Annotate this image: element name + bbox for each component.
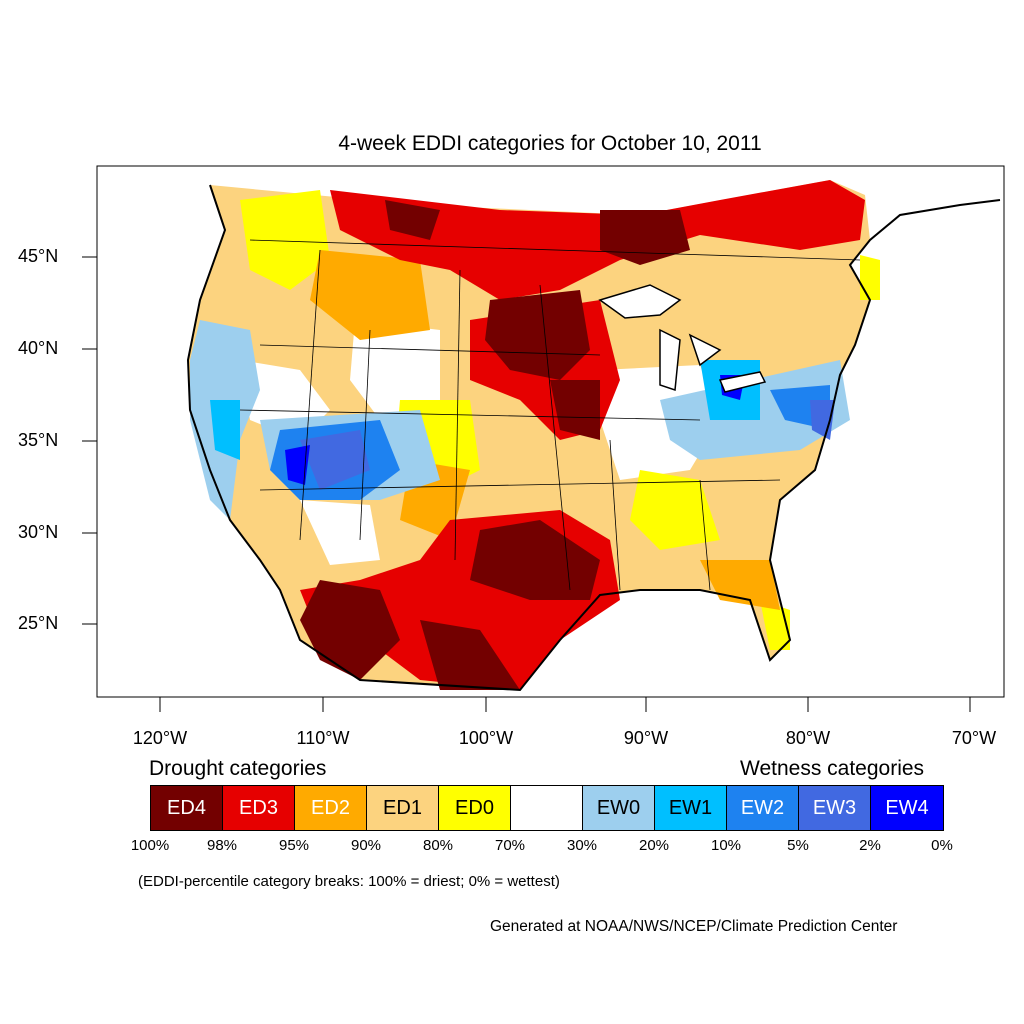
lat-label-40: 40°N (18, 338, 59, 358)
neutral-region (350, 320, 440, 420)
ed0-region (240, 190, 330, 290)
percentile-label: 10% (710, 837, 742, 854)
ed4-region (485, 290, 590, 380)
lon-label-80: 80°W (785, 728, 831, 748)
map-field (186, 180, 1001, 692)
legend-box-neutral (511, 786, 583, 830)
ed2-region (700, 560, 780, 610)
ed2-region (310, 250, 430, 340)
ed4-region (300, 580, 400, 680)
lat-label-35: 35°N (18, 430, 59, 450)
lon-label-110: 110°W (296, 728, 350, 748)
legend-box-ed2: ED2 (295, 786, 367, 830)
lon-label-120: 120°W (132, 728, 188, 748)
lat-label-25: 25°N (18, 613, 59, 633)
ed0-region (630, 470, 720, 550)
drought-heading: Drought categories (149, 757, 327, 780)
coastline (186, 184, 1001, 692)
percentile-label: 70% (494, 837, 526, 854)
percentile-label: 5% (787, 837, 809, 854)
category-note: (EDDI-percentile category breaks: 100% =… (138, 873, 560, 890)
lat-label-45: 45°N (18, 246, 59, 266)
axis-ticks (82, 256, 971, 712)
percentile-label: 100% (130, 837, 170, 854)
legend-box-ew3: EW3 (799, 786, 871, 830)
legend-box-ew1: EW1 (655, 786, 727, 830)
percentile-label: 95% (278, 837, 310, 854)
percentile-label: 98% (206, 837, 238, 854)
percentile-label: 20% (638, 837, 670, 854)
percentile-label: 90% (350, 837, 382, 854)
map-frame (96, 165, 1005, 698)
legend-box-ew0: EW0 (583, 786, 655, 830)
ew3-region (300, 430, 370, 490)
ew4-region (285, 445, 310, 485)
percentile-label: 2% (859, 837, 881, 854)
neutral-region (300, 500, 380, 565)
credit-text: Generated at NOAA/NWS/NCEP/Climate Predi… (490, 918, 898, 935)
legend-box-ed0: ED0 (439, 786, 511, 830)
legend-box-ew4: EW4 (871, 786, 943, 830)
ed4-region (420, 620, 520, 690)
legend-box-ed4: ED4 (151, 786, 223, 830)
ed4-region (470, 520, 600, 600)
legend-box-ed1: ED1 (367, 786, 439, 830)
ew3-region (810, 400, 835, 440)
percentile-label: 80% (422, 837, 454, 854)
ew1-region (210, 400, 240, 460)
legend-color-bar: ED4 ED3 ED2 ED1 ED0 EW0 EW1 EW2 EW3 EW4 (150, 785, 944, 831)
percentile-label: 0% (931, 837, 953, 854)
great-lakes (598, 284, 767, 393)
ed0-region (860, 255, 880, 300)
legend-box-ew2: EW2 (727, 786, 799, 830)
ed4-region (600, 210, 690, 265)
legend-box-ed3: ED3 (223, 786, 295, 830)
lon-label-70: 70°W (951, 728, 997, 748)
lon-label-100: 100°W (458, 728, 514, 748)
ed3-region (330, 180, 865, 300)
ed4-region (385, 200, 440, 240)
map-title: 4-week EDDI categories for October 10, 2… (338, 132, 762, 155)
wetness-heading: Wetness categories (740, 757, 925, 780)
lat-label-30: 30°N (18, 522, 59, 542)
lon-label-90: 90°W (623, 728, 669, 748)
percentile-label: 30% (566, 837, 598, 854)
ed4-region (550, 380, 600, 440)
state-borders (239, 239, 861, 591)
